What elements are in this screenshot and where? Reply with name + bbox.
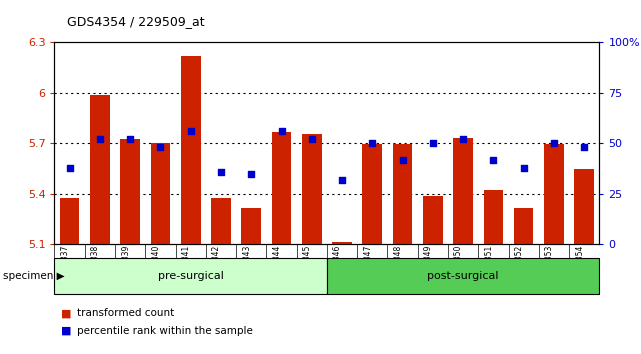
Bar xyxy=(54,258,327,294)
Bar xyxy=(60,198,79,244)
Text: GSM746839: GSM746839 xyxy=(121,245,130,291)
Text: GSM746852: GSM746852 xyxy=(515,245,524,291)
Text: transformed count: transformed count xyxy=(77,308,174,318)
Point xyxy=(579,144,589,150)
Text: GSM746849: GSM746849 xyxy=(424,245,433,291)
Bar xyxy=(544,144,564,244)
Point xyxy=(125,137,135,142)
Point xyxy=(519,165,529,170)
Text: GSM746850: GSM746850 xyxy=(454,245,463,291)
Text: GSM746851: GSM746851 xyxy=(485,245,494,291)
Bar xyxy=(272,132,292,244)
Bar xyxy=(423,196,443,244)
Text: ■: ■ xyxy=(61,308,75,318)
Bar xyxy=(181,56,201,244)
Text: GSM746854: GSM746854 xyxy=(575,245,584,291)
Bar xyxy=(453,138,473,244)
Text: GSM746853: GSM746853 xyxy=(545,245,554,291)
Text: GSM746846: GSM746846 xyxy=(333,245,342,291)
Text: specimen ▶: specimen ▶ xyxy=(3,271,65,281)
Point xyxy=(95,137,105,142)
Bar xyxy=(211,198,231,244)
Text: GSM746840: GSM746840 xyxy=(151,245,160,291)
Text: GSM746847: GSM746847 xyxy=(363,245,372,291)
Bar xyxy=(574,170,594,244)
Point xyxy=(458,137,469,142)
Bar xyxy=(362,144,382,244)
Bar xyxy=(151,143,171,244)
Text: post-surgical: post-surgical xyxy=(428,271,499,281)
Point xyxy=(549,141,559,146)
Point xyxy=(488,157,499,162)
Point xyxy=(428,141,438,146)
Point xyxy=(246,171,256,176)
Bar xyxy=(90,96,110,244)
Point xyxy=(65,165,75,170)
Text: GSM746841: GSM746841 xyxy=(181,245,191,291)
Bar xyxy=(302,134,322,244)
Text: GSM746842: GSM746842 xyxy=(212,245,221,291)
Text: pre-surgical: pre-surgical xyxy=(158,271,224,281)
Point xyxy=(186,129,196,134)
Text: GSM746837: GSM746837 xyxy=(61,245,70,291)
Bar xyxy=(327,258,599,294)
Point xyxy=(397,157,408,162)
Text: GSM746844: GSM746844 xyxy=(272,245,281,291)
Point xyxy=(337,177,347,183)
Point xyxy=(276,129,287,134)
Point xyxy=(155,144,165,150)
Text: GSM746838: GSM746838 xyxy=(91,245,100,291)
Bar xyxy=(393,144,412,244)
Point xyxy=(367,141,378,146)
Text: GSM746845: GSM746845 xyxy=(303,245,312,291)
Text: GSM746848: GSM746848 xyxy=(394,245,403,291)
Text: percentile rank within the sample: percentile rank within the sample xyxy=(77,326,253,336)
Text: GDS4354 / 229509_at: GDS4354 / 229509_at xyxy=(67,15,205,28)
Bar xyxy=(121,139,140,244)
Bar xyxy=(242,208,261,244)
Point xyxy=(306,137,317,142)
Bar xyxy=(332,242,352,244)
Bar xyxy=(514,208,533,244)
Text: GSM746843: GSM746843 xyxy=(242,245,251,291)
Bar xyxy=(483,190,503,244)
Point xyxy=(216,169,226,175)
Text: ■: ■ xyxy=(61,326,75,336)
